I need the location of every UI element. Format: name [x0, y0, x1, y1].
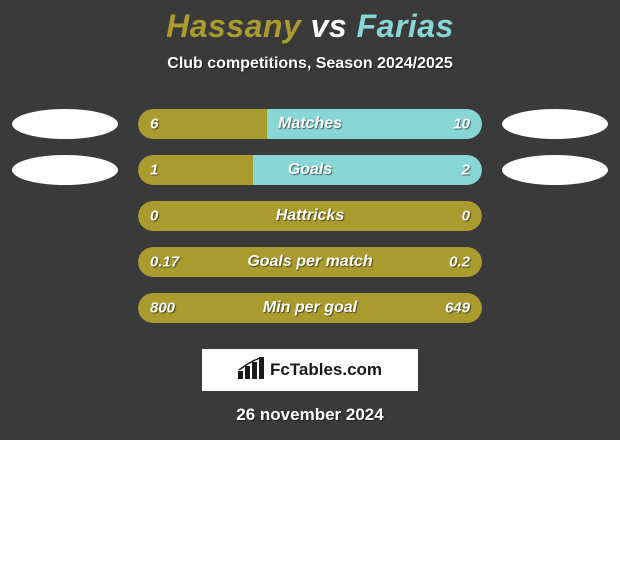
- stat-bar: Goals12: [138, 155, 482, 185]
- branding-text: FcTables.com: [270, 360, 382, 380]
- bar-segment-right: [253, 155, 482, 185]
- bar-segment-full: [138, 201, 482, 231]
- stat-row: Goals12: [0, 147, 620, 193]
- bar-segment-full: [138, 293, 482, 323]
- subtitle: Club competitions, Season 2024/2025: [0, 55, 620, 73]
- stat-bar: Hattricks00: [138, 201, 482, 231]
- title-vs: vs: [311, 8, 348, 44]
- title-player2: Farias: [357, 8, 454, 44]
- bar-segment-left: [138, 109, 267, 139]
- player1-badge: [12, 109, 118, 139]
- bar-segment-full: [138, 247, 482, 277]
- stat-row: Goals per match0.170.2: [0, 239, 620, 285]
- comparison-panel: Hassany vs Farias Club competitions, Sea…: [0, 0, 620, 440]
- stat-row: Min per goal800649: [0, 285, 620, 331]
- stat-bar: Goals per match0.170.2: [138, 247, 482, 277]
- player1-badge: [12, 155, 118, 185]
- stat-bar: Min per goal800649: [138, 293, 482, 323]
- title-player1: Hassany: [166, 8, 301, 44]
- player2-badge: [502, 155, 608, 185]
- stat-row: Hattricks00: [0, 193, 620, 239]
- stat-bar: Matches610: [138, 109, 482, 139]
- date-label: 26 november 2024: [0, 405, 620, 425]
- stats-container: Matches610 Goals12 Hattricks00 Goals per ma…: [0, 101, 620, 331]
- bar-segment-left: [138, 155, 253, 185]
- page-title: Hassany vs Farias: [0, 8, 620, 45]
- stat-row: Matches610: [0, 101, 620, 147]
- player2-badge: [502, 109, 608, 139]
- chart-icon: [238, 357, 264, 384]
- branding-badge: FcTables.com: [202, 349, 418, 391]
- bar-segment-right: [267, 109, 482, 139]
